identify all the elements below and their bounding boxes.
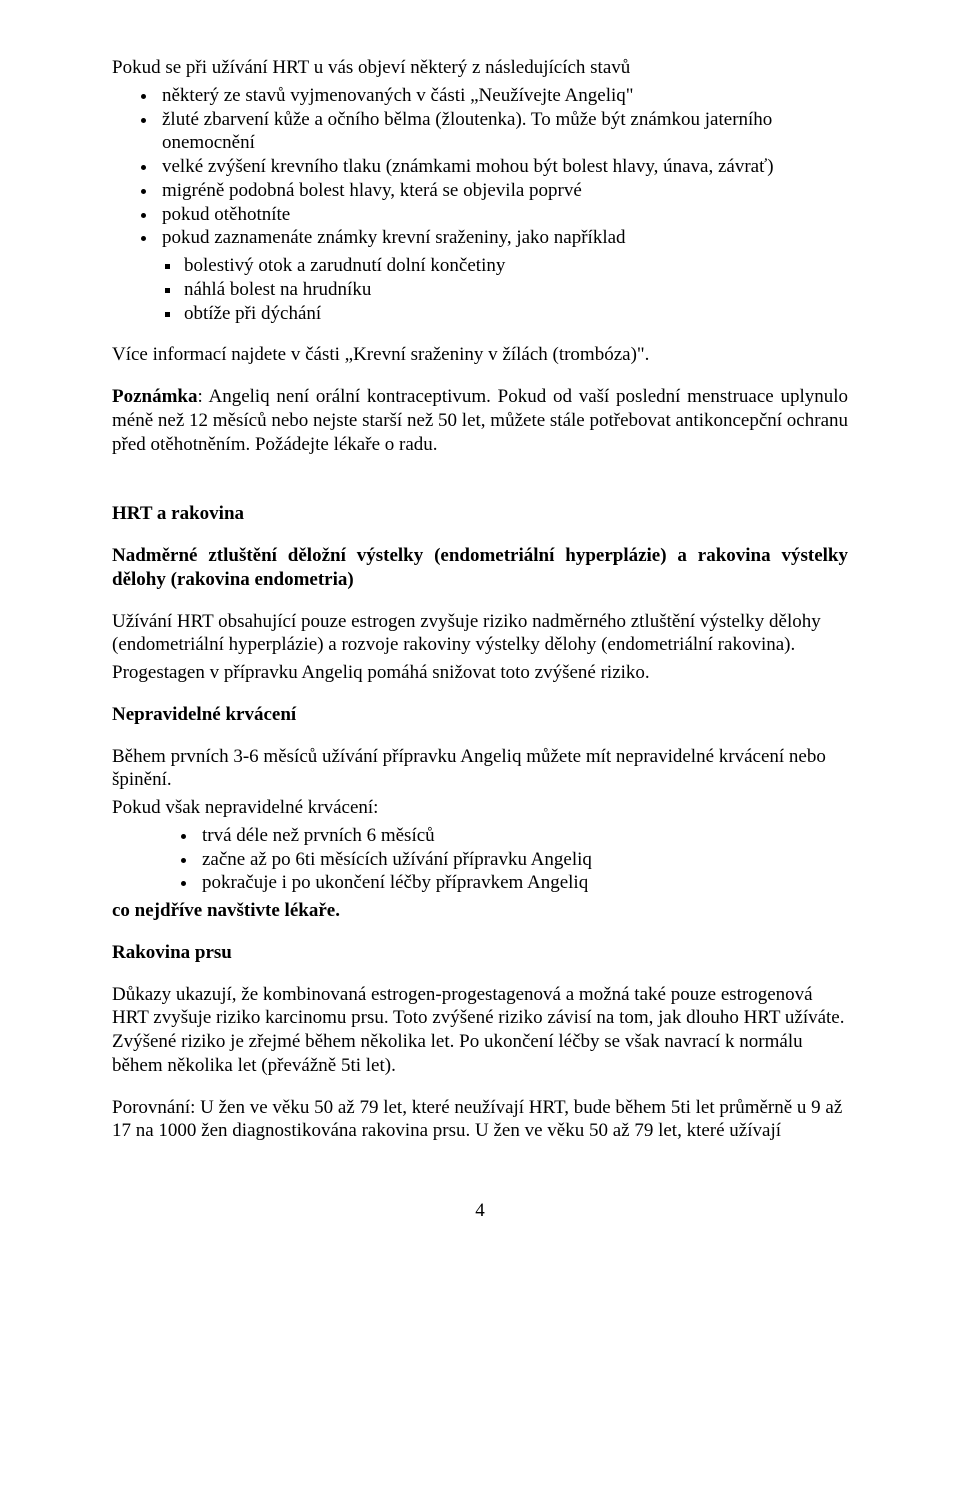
note-body: : Angeliq není orální kontraceptivum. Po…	[112, 386, 848, 455]
list-item: náhlá bolest na hrudníku	[182, 278, 848, 302]
irregular-bleeding-heading: Nepravidelné krvácení	[112, 703, 848, 727]
page-number: 4	[112, 1199, 848, 1223]
breast-cancer-heading: Rakovina prsu	[112, 941, 848, 965]
list-item: některý ze stavů vyjmenovaných v části „…	[158, 84, 848, 108]
list-item: velké zvýšení krevního tlaku (známkami m…	[158, 155, 848, 179]
intro-bullet-list: některý ze stavů vyjmenovaných v části „…	[112, 84, 848, 250]
document-page: Pokud se při užívání HRT u vás objeví ně…	[0, 0, 960, 1279]
intro-line: Pokud se při užívání HRT u vás objeví ně…	[112, 56, 848, 80]
list-item: začne až po 6ti měsících užívání příprav…	[198, 848, 848, 872]
list-item: pokud zaznamenáte známky krevní sraženin…	[158, 226, 848, 250]
breast-cancer-paragraph-2: Porovnání: U žen ve věku 50 až 79 let, k…	[112, 1096, 848, 1144]
visit-doctor-line: co nejdříve navštivte lékaře.	[112, 899, 848, 923]
list-item: pokud otěhotníte	[158, 203, 848, 227]
irregular-bleeding-paragraph-2: Pokud však nepravidelné krvácení:	[112, 796, 848, 820]
list-item: migréně podobná bolest hlavy, která se o…	[158, 179, 848, 203]
irregular-bleeding-paragraph-1: Během prvních 3-6 měsíců užívání příprav…	[112, 745, 848, 793]
irregular-bleeding-bullet-list: trvá déle než prvních 6 měsíců začne až …	[112, 824, 848, 895]
endometrial-paragraph-1: Užívání HRT obsahující pouze estrogen zv…	[112, 610, 848, 658]
hrt-cancer-heading: HRT a rakovina	[112, 502, 848, 526]
note-label: Poznámka	[112, 386, 198, 407]
endometrial-paragraph-2: Progestagen v přípravku Angeliq pomáhá s…	[112, 661, 848, 685]
sub-square-list: bolestivý otok a zarudnutí dolní končeti…	[112, 254, 848, 325]
list-item: žluté zbarvení kůže a očního bělma (žlou…	[158, 108, 848, 156]
list-item: pokračuje i po ukončení léčby přípravkem…	[198, 871, 848, 895]
list-item: trvá déle než prvních 6 měsíců	[198, 824, 848, 848]
endometrial-heading: Nadměrné ztluštění děložní výstelky (end…	[112, 544, 848, 592]
list-item: bolestivý otok a zarudnutí dolní končeti…	[182, 254, 848, 278]
list-item: obtíže při dýchání	[182, 302, 848, 326]
breast-cancer-paragraph-1: Důkazy ukazují, že kombinovaná estrogen-…	[112, 983, 848, 1078]
note-paragraph: Poznámka: Angeliq není orální kontracept…	[112, 385, 848, 456]
more-info-paragraph: Více informací najdete v části „Krevní s…	[112, 343, 848, 367]
